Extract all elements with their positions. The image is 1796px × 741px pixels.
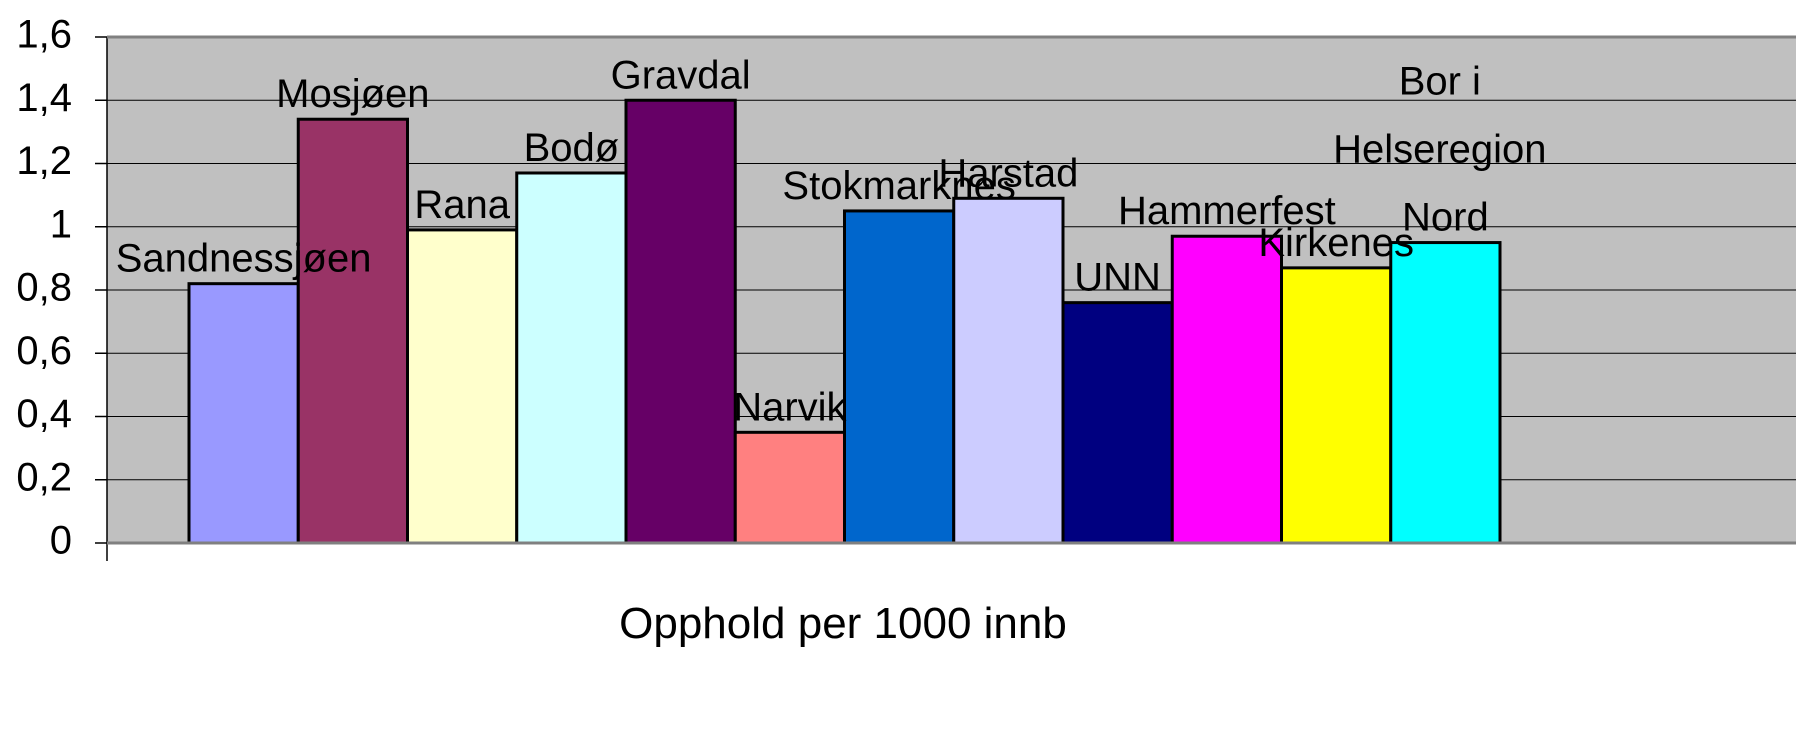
bar [515,171,628,545]
x-axis-label: Opphold per 1000 innb [619,599,1067,648]
category-label: Kirkenes [1258,221,1414,265]
bar [1389,241,1502,545]
category-label: Gravdal [611,53,751,97]
category-label: Sandnessjøen [116,237,372,281]
bar [406,228,519,545]
bar [1280,266,1393,545]
y-tick-label: 0,6 [16,329,72,373]
y-tick-label: 0,2 [16,455,72,499]
bar [296,117,409,545]
category-label: Rana [414,183,510,227]
category-label: Narvik [733,385,847,429]
category-label: Bor i Helseregion Nord [1333,60,1558,240]
category-label: Mosjøen [276,72,429,116]
category-label: UNN [1074,256,1161,300]
bar [187,282,300,545]
bar [1061,301,1174,545]
bar [733,430,846,545]
category-label: Hammerfest [1118,189,1336,233]
y-tick-label: 1,6 [16,13,72,57]
bar [843,209,956,545]
category-label: Bodø [524,126,620,170]
y-tick-label: 0,8 [16,266,72,310]
y-tick-label: 1,4 [16,76,72,120]
category-label: Harstad [938,151,1078,195]
y-tick-label: 0 [50,519,72,563]
y-tick-label: 0,4 [16,392,72,436]
bar [624,98,737,545]
category-label: Stokmarknes [782,164,1015,208]
bar [952,196,1065,545]
y-tick-label: 1 [50,202,72,246]
bar [1170,234,1283,545]
y-tick-label: 1,2 [16,139,72,183]
